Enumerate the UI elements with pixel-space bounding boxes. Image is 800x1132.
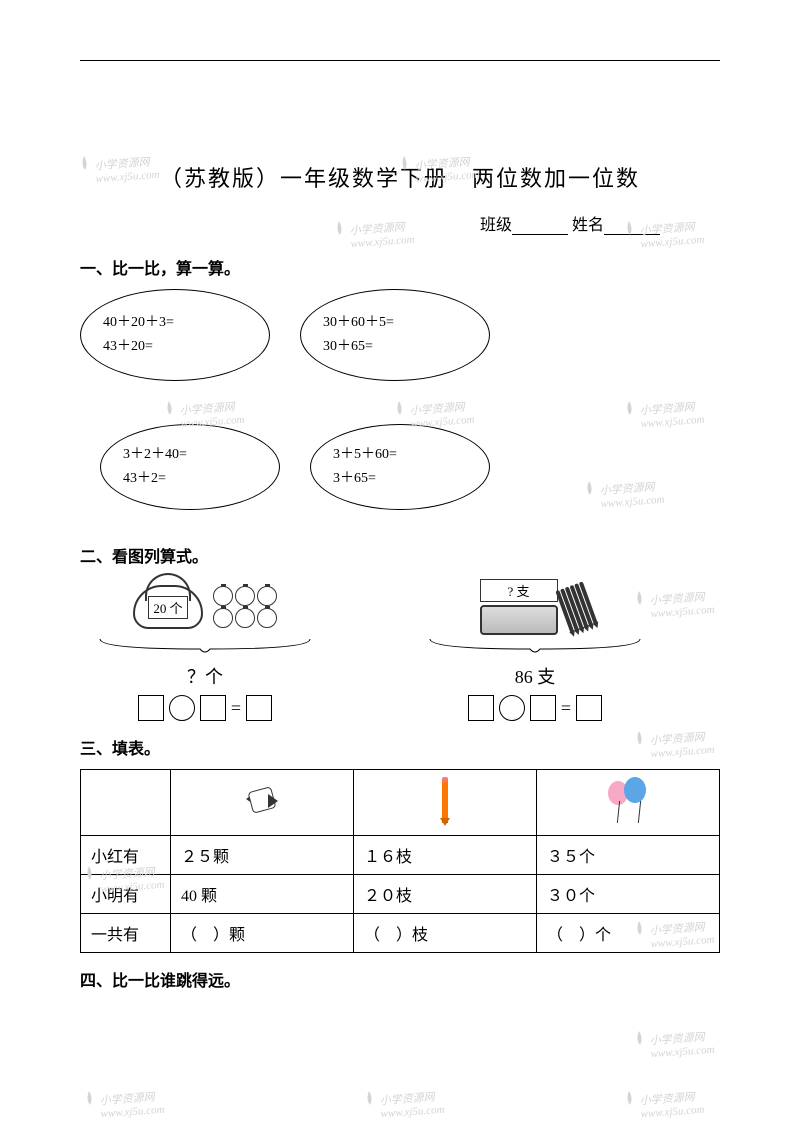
cell: ２０枝 (354, 875, 537, 914)
eq: 30＋65= (323, 335, 467, 359)
pens-icon (555, 581, 597, 632)
class-label: 班级 (480, 217, 512, 234)
eq: 3＋5＋60= (333, 443, 467, 467)
equation-row: = (410, 695, 660, 721)
ellipse-3: 3＋2＋40= 43＋2= (100, 424, 280, 510)
name-blank[interactable] (604, 219, 660, 235)
data-table: 小红有 ２５颗 １６枝 ３５个 小明有 40 颗 ２０枝 ３０个 一共有 （ ）… (80, 769, 720, 953)
question-label: ？个 (80, 663, 330, 689)
pictures-row: 20 个 ？个 = ? 支 86 支 (80, 577, 720, 721)
pencil-case-icon: ? 支 (480, 579, 591, 635)
ellipse-2: 30＋60＋5= 30＋65= (300, 289, 490, 381)
brace-icon (90, 637, 320, 655)
name-label: 姓名 (572, 217, 604, 234)
box-icon[interactable] (530, 695, 556, 721)
eq: 3＋65= (333, 467, 467, 491)
pic-right: ? 支 86 支 = (410, 577, 660, 721)
watermark: 小学资源网www.xj5u.com (639, 1088, 705, 1120)
section4-heading: 四、比一比谁跳得远。 (80, 967, 720, 991)
eq: 3＋2＋40= (123, 443, 257, 467)
class-blank[interactable] (512, 219, 568, 235)
row-label: 小红有 (81, 836, 171, 875)
top-rule (80, 60, 720, 61)
cell: （ ）枝 (354, 914, 537, 953)
cell: （ ）颗 (171, 914, 354, 953)
balloons-icon (606, 777, 650, 823)
section3-heading: 三、填表。 (80, 735, 720, 759)
eq: 40＋20＋3= (103, 311, 247, 335)
row-label: 一共有 (81, 914, 171, 953)
pencil-icon (442, 777, 448, 823)
circle-icon[interactable] (499, 695, 525, 721)
cell: （ ）个 (537, 914, 720, 953)
cell: ３５个 (537, 836, 720, 875)
equation-row: = (80, 695, 330, 721)
candy-cell (171, 770, 354, 836)
candy-icon (240, 789, 284, 811)
basket-label: 20 个 (148, 596, 187, 619)
table-header-row (81, 770, 720, 836)
byline: 班级 姓名 (80, 211, 720, 235)
cell: １６枝 (354, 836, 537, 875)
section1-heading: 一、比一比，算一算。 (80, 255, 720, 279)
ellipse-4: 3＋5＋60= 3＋65= (310, 424, 490, 510)
total-label: 86 支 (410, 663, 660, 689)
circle-icon[interactable] (169, 695, 195, 721)
eq: 43＋20= (103, 335, 247, 359)
cell: ２５颗 (171, 836, 354, 875)
case-label: ? 支 (480, 579, 558, 602)
cell: ３０个 (537, 875, 720, 914)
table-row: 小明有 40 颗 ２０枝 ３０个 (81, 875, 720, 914)
box-icon[interactable] (138, 695, 164, 721)
page-title: （苏教版）一年级数学下册 两位数加一位数 (80, 161, 720, 193)
box-icon[interactable] (246, 695, 272, 721)
ellipse-grid: 40＋20＋3= 43＋20= 30＋60＋5= 30＋65= 3＋2＋40= … (80, 289, 720, 529)
eq: 30＋60＋5= (323, 311, 467, 335)
cell: 40 颗 (171, 875, 354, 914)
eq: 43＋2= (123, 467, 257, 491)
ellipse-1: 40＋20＋3= 43＋20= (80, 289, 270, 381)
row-label: 小明有 (81, 875, 171, 914)
box-icon[interactable] (468, 695, 494, 721)
watermark: 小学资源网www.xj5u.com (379, 1088, 445, 1120)
watermark: 小学资源网www.xj5u.com (649, 1028, 715, 1060)
watermark: 小学资源网www.xj5u.com (99, 1088, 165, 1120)
basket-icon: 20 个 (133, 585, 203, 629)
pic-left: 20 个 ？个 = (80, 577, 330, 721)
pencil-cell (354, 770, 537, 836)
table-row: 小红有 ２５颗 １６枝 ３５个 (81, 836, 720, 875)
balloon-cell (537, 770, 720, 836)
equals: = (561, 698, 571, 719)
section2-heading: 二、看图列算式。 (80, 543, 720, 567)
box-icon[interactable] (200, 695, 226, 721)
persimmons-icon (213, 586, 277, 628)
brace-icon (420, 637, 650, 655)
table-row: 一共有 （ ）颗 （ ）枝 （ ）个 (81, 914, 720, 953)
box-icon[interactable] (576, 695, 602, 721)
equals: = (231, 698, 241, 719)
